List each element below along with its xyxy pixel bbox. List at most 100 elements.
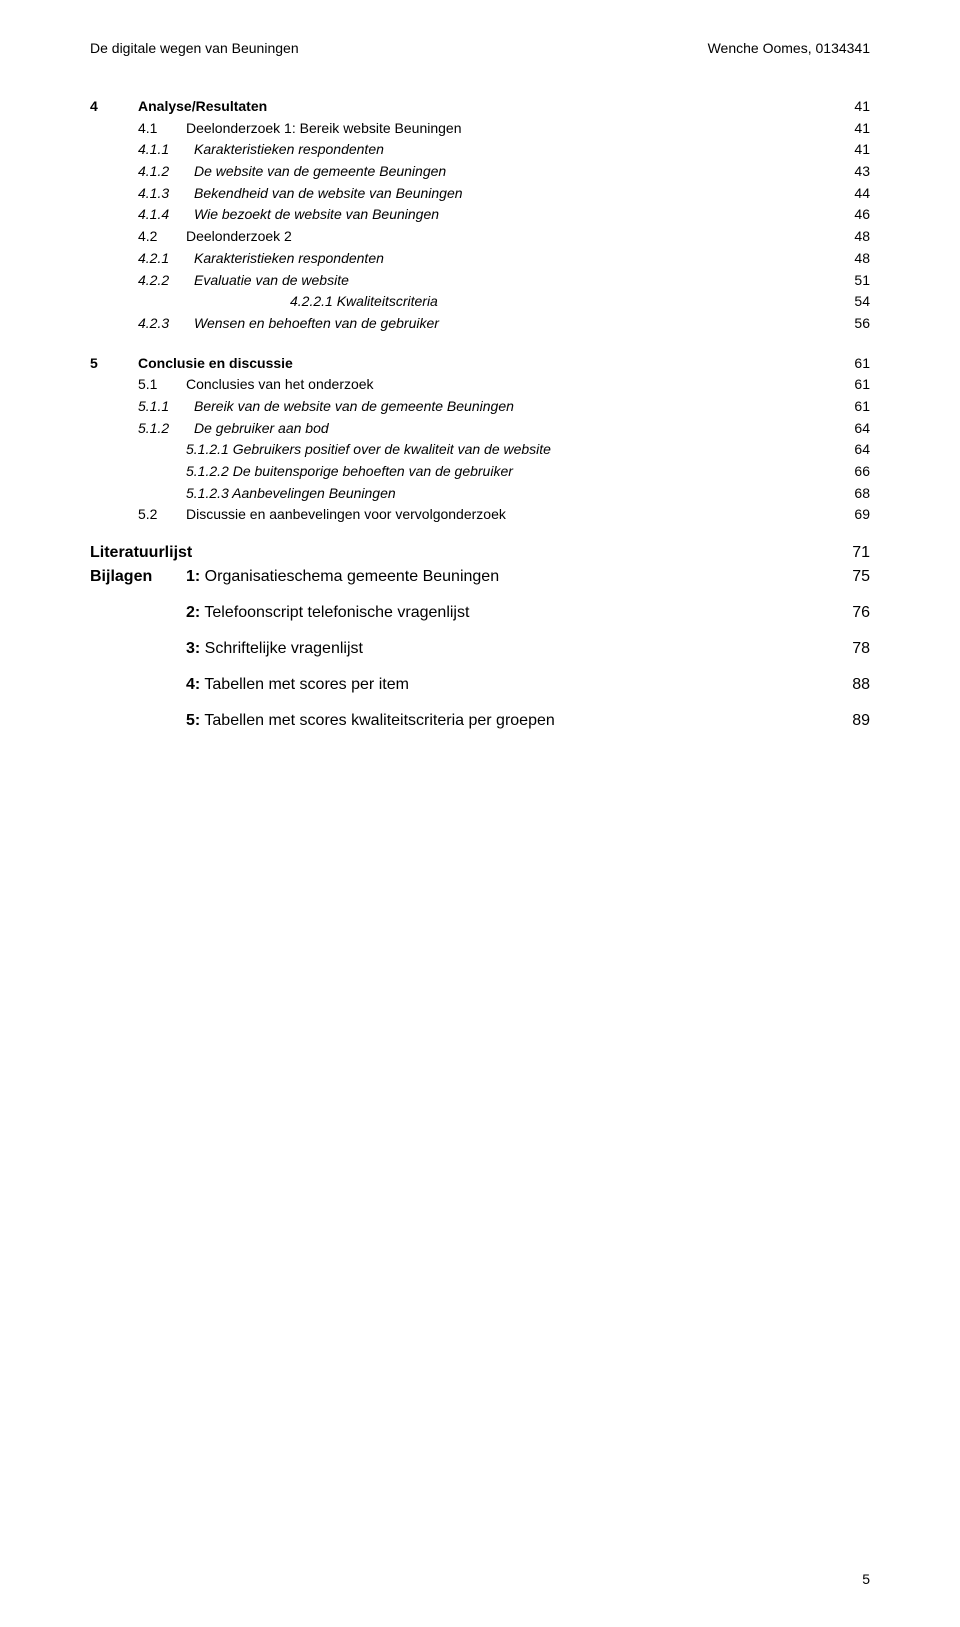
toc-entry-page: 48 [854, 226, 870, 248]
toc-entry-title: Deelonderzoek 1: Bereik website Beuninge… [186, 118, 462, 140]
toc-entry-page: 64 [854, 439, 870, 461]
toc-entry: 5.1.2.3 Aanbevelingen Beuningen68 [90, 483, 870, 505]
toc-entry-body: Bekendheid van de website van Beuningen 4… [194, 183, 870, 205]
toc-entry-title: Conclusies van het onderzoek [186, 374, 374, 396]
toc-entry-number: 4.2 [138, 226, 186, 248]
literatuurlijst-row: Literatuurlijst 71 [90, 544, 870, 562]
toc-entry: 5.1.2De gebruiker aan bod 64 [90, 418, 870, 440]
bijlage-item-label: 2: Telefoonscript telefonische vragenlij… [186, 604, 469, 622]
toc-entry: 4.2Deelonderzoek 2 48 [90, 226, 870, 248]
bijlage-item: 5: Tabellen met scores kwaliteitscriteri… [186, 712, 870, 730]
toc-entry-body: Karakteristieken respondenten41 [194, 139, 870, 161]
toc-entry-page: 46 [854, 204, 870, 226]
toc-entry-number: 4.1.1 [138, 139, 194, 161]
toc-entry-page: 43 [854, 161, 870, 183]
toc-entry-title: Discussie en aanbevelingen voor vervolgo… [186, 504, 506, 526]
bijlage-item-label: 3: Schriftelijke vragenlijst [186, 640, 363, 658]
toc-entry-body: Conclusie en discussie 61 [138, 353, 870, 375]
toc-entry: 5.1.1Bereik van de website van de gemeen… [90, 396, 870, 418]
bijlage-item-page: 78 [852, 640, 870, 658]
toc-entry-page: 54 [854, 291, 870, 313]
toc-entry-number: 5.1.1 [138, 396, 194, 418]
toc-entry-body: Karakteristieken respondenten 48 [194, 248, 870, 270]
bijlage-item-page: 76 [852, 604, 870, 622]
toc-entry-body: Wie bezoekt de website van Beuningen 46 [194, 204, 870, 226]
toc-entry-body: Deelonderzoek 1: Bereik website Beuninge… [186, 118, 870, 140]
toc-entry-page: 69 [854, 504, 870, 526]
toc-entry-page: 41 [854, 118, 870, 140]
bijlage-item-page: 88 [852, 676, 870, 694]
toc-entry-page: 61 [854, 396, 870, 418]
toc-entry-number: 5.2 [138, 504, 186, 526]
toc-entry-number: 5.1.2 [138, 418, 194, 440]
toc-entry-title: Bekendheid van de website van Beuningen [194, 183, 463, 205]
toc-entry-page: 48 [854, 248, 870, 270]
toc-entry-page: 51 [854, 270, 870, 292]
page: De digitale wegen van Beuningen Wenche O… [0, 0, 960, 1627]
toc-entry: 4.2.2.1 Kwaliteitscriteria 54 [90, 291, 870, 313]
toc-entry-page: 66 [854, 461, 870, 483]
toc-entry: 4.2.3Wensen en behoeften van de gebruike… [90, 313, 870, 335]
bijlage-item: 1: Organisatieschema gemeente Beuningen 7… [186, 568, 870, 586]
toc-entry-body: Discussie en aanbevelingen voor vervolgo… [186, 504, 870, 526]
toc-entry: 4.1.1Karakteristieken respondenten41 [90, 139, 870, 161]
toc-entry-page: 56 [854, 313, 870, 335]
toc-entry-number: 4.2.1 [138, 248, 194, 270]
toc-entry-number: 4.1 [138, 118, 186, 140]
toc-entry-number: 4.1.2 [138, 161, 194, 183]
header-left: De digitale wegen van Beuningen [90, 40, 299, 56]
toc-entry-body: 5.1.2.2 De buitensporige behoeften van d… [186, 461, 870, 483]
table-of-contents: 4Analyse/Resultaten 41 4.1Deelonderzoek 1:… [90, 96, 870, 526]
bijlage-item-label: 4: Tabellen met scores per item [186, 676, 409, 694]
toc-entry-title: Karakteristieken respondenten [194, 248, 384, 270]
toc-entry-title: Wensen en behoeften van de gebruiker [194, 313, 439, 335]
toc-entry-body: Conclusies van het onderzoek 61 [186, 374, 870, 396]
toc-entry: 5.1.2.1 Gebruikers positief over de kwal… [90, 439, 870, 461]
toc-entry-title: Conclusie en discussie [138, 353, 293, 375]
toc-entry-number: 4 [90, 96, 138, 118]
toc-entry-page: 61 [854, 374, 870, 396]
literatuurlijst-label: Literatuurlijst [90, 544, 192, 562]
toc-entry-title: 5.1.2.1 Gebruikers positief over de kwal… [186, 439, 551, 461]
toc-entry-number: 5.1 [138, 374, 186, 396]
toc-entry-title: Wie bezoekt de website van Beuningen [194, 204, 439, 226]
bijlagen-label: Bijlagen [90, 568, 186, 748]
toc-entry-page: 41 [854, 96, 870, 118]
toc-entry: 4.2.2Evaluatie van de website51 [90, 270, 870, 292]
bijlage-item-page: 75 [852, 568, 870, 586]
literatuurlijst-page: 71 [852, 544, 870, 562]
toc-entry-title: De gebruiker aan bod [194, 418, 329, 440]
toc-entry-title: Analyse/Resultaten [138, 96, 267, 118]
toc-entry-body: Analyse/Resultaten 41 [138, 96, 870, 118]
toc-entry: 5.1.2.2 De buitensporige behoeften van d… [90, 461, 870, 483]
toc-entry-page: 64 [854, 418, 870, 440]
toc-entry-title: Deelonderzoek 2 [186, 226, 292, 248]
toc-entry-page: 44 [854, 183, 870, 205]
bijlagen-row: Bijlagen 1: Organisatieschema gemeente B… [90, 568, 870, 748]
bijlage-item: 3: Schriftelijke vragenlijst 78 [186, 640, 870, 658]
toc-entry-title: Bereik van de website van de gemeente Be… [194, 396, 514, 418]
toc-entry-number: 4.1.4 [138, 204, 194, 226]
toc-entry: 4.1.2De website van de gemeente Beuninge… [90, 161, 870, 183]
bijlage-item-label: 1: Organisatieschema gemeente Beuningen [186, 568, 499, 586]
toc-entry-title: 4.2.2.1 Kwaliteitscriteria [290, 291, 438, 313]
toc-entry-title: Karakteristieken respondenten [194, 139, 384, 161]
toc-entry-title: 5.1.2.2 De buitensporige behoeften van d… [186, 461, 513, 483]
toc-entry-page: 61 [854, 353, 870, 375]
toc-entry-body: Bereik van de website van de gemeente Be… [194, 396, 870, 418]
toc-entry-body: Wensen en behoeften van de gebruiker 56 [194, 313, 870, 335]
page-number: 5 [862, 1571, 870, 1587]
toc-entry-body: 5.1.2.1 Gebruikers positief over de kwal… [186, 439, 870, 461]
toc-entry: 4.1.4Wie bezoekt de website van Beuninge… [90, 204, 870, 226]
bijlagen-body: 1: Organisatieschema gemeente Beuningen 7… [186, 568, 870, 748]
toc-entry: 5Conclusie en discussie61 [90, 353, 870, 375]
toc-entry: 4Analyse/Resultaten 41 [90, 96, 870, 118]
toc-entry: 5.2Discussie en aanbevelingen voor vervo… [90, 504, 870, 526]
bijlage-item-page: 89 [852, 712, 870, 730]
toc-entry: 5.1Conclusies van het onderzoek 61 [90, 374, 870, 396]
bijlage-item: 2: Telefoonscript telefonische vragenlij… [186, 604, 870, 622]
toc-entry-number: 4.1.3 [138, 183, 194, 205]
toc-entry-body: Evaluatie van de website51 [194, 270, 870, 292]
bijlage-item-label: 5: Tabellen met scores kwaliteitscriteri… [186, 712, 555, 730]
toc-entry-body: De website van de gemeente Beuningen43 [194, 161, 870, 183]
